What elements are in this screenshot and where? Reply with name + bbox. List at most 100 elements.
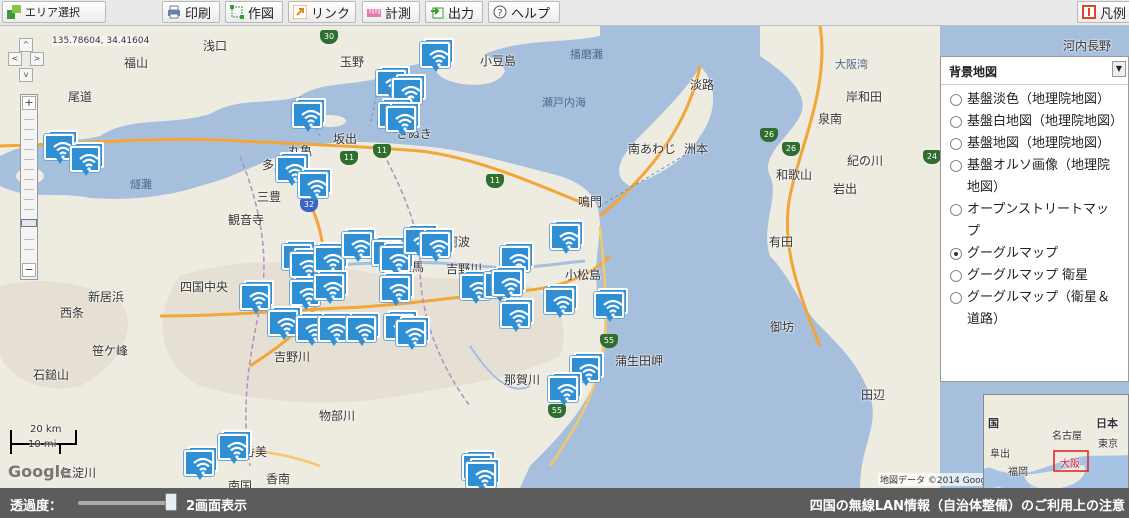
basemap-option-label: 基盤白地図（地理院地図） <box>967 114 1124 129</box>
basemap-option[interactable]: 基盤淡色（地理院地図） <box>945 89 1128 111</box>
radio-button[interactable] <box>950 138 962 150</box>
place-label: 物部川 <box>319 409 356 423</box>
place-label: 浅口 <box>203 39 228 53</box>
radio-button[interactable] <box>950 292 962 304</box>
route-shield: 24 <box>923 150 941 164</box>
wifi-marker[interactable] <box>396 316 430 350</box>
link-button[interactable]: リンク <box>288 1 356 23</box>
place-label: 笹ケ峰 <box>92 344 129 358</box>
pan-up-button[interactable]: ^ <box>19 38 33 52</box>
area-select-button[interactable]: エリア選択 <box>2 1 106 23</box>
wifi-marker[interactable] <box>346 312 380 346</box>
place-label: 鳴門 <box>578 195 603 209</box>
pan-left-button[interactable]: < <box>8 52 22 66</box>
google-logo: Google <box>8 462 71 481</box>
background-map-header[interactable]: 背景地図 ▼ <box>941 57 1128 85</box>
wifi-marker[interactable] <box>268 306 302 340</box>
basemap-option[interactable]: オープンストリートマップ <box>945 199 1120 243</box>
overview-minimap[interactable]: 日本 名古屋 東京 福岡 国 阜出 大阪 Google 利用規約 <box>983 394 1129 488</box>
wifi-marker[interactable] <box>386 102 420 136</box>
wifi-marker[interactable] <box>184 446 218 480</box>
wifi-marker[interactable] <box>276 152 310 186</box>
basemap-option-label: グーグルマップ 衛星 <box>967 268 1089 283</box>
radio-button[interactable] <box>950 160 962 172</box>
wifi-marker[interactable] <box>420 38 454 72</box>
place-label: 香南 <box>266 472 291 486</box>
zoom-tick <box>24 249 34 250</box>
minimap-label: 国 <box>988 417 999 430</box>
area-select-label: エリア選択 <box>25 6 80 19</box>
radio-button[interactable] <box>950 94 962 106</box>
zoom-handle[interactable] <box>21 219 37 227</box>
radio-button[interactable] <box>950 116 962 128</box>
basemap-option[interactable]: 基盤白地図（地理院地図） <box>945 111 1124 133</box>
basemap-option[interactable]: グーグルマップ（衛星＆道路） <box>945 287 1120 331</box>
wifi-marker[interactable] <box>594 288 628 322</box>
place-label: 観音寺 <box>228 213 265 227</box>
usage-notice-link[interactable]: 四国の無線LAN情報（自治体整備）のご利用上の注意 <box>809 499 1125 514</box>
basemap-option[interactable]: 基盤オルソ画像（地理院地図） <box>945 155 1120 199</box>
legend-button[interactable]: 凡例 <box>1077 1 1129 23</box>
help-button[interactable]: ? ヘルプ <box>488 1 560 23</box>
wifi-marker[interactable] <box>218 430 252 464</box>
map-canvas[interactable]: 浅口 玉野 福山 尾道 小豆島 播磨灘 淡路 大阪湾 泉南 岸和田 河内長野 瀬… <box>0 26 1129 488</box>
wifi-marker[interactable] <box>420 228 454 262</box>
wifi-marker[interactable] <box>240 280 274 314</box>
zoom-tick <box>24 129 34 130</box>
wifi-marker[interactable] <box>492 266 526 300</box>
basemap-option[interactable]: グーグルマップ <box>945 243 1128 265</box>
area-icon <box>7 5 21 19</box>
route-shield: 11 <box>340 151 358 165</box>
pan-right-button[interactable]: > <box>30 52 44 66</box>
split-view-toggle[interactable]: 2画面表示 <box>186 499 248 514</box>
measure-button[interactable]: 計測 <box>362 1 420 23</box>
collapse-icon[interactable]: ▼ <box>1112 61 1126 77</box>
minimap-label: 名古屋 <box>1052 431 1082 442</box>
help-icon: ? <box>493 5 507 19</box>
place-label: 那賀川 <box>504 373 541 387</box>
radio-button[interactable] <box>950 270 962 282</box>
legend-label: 凡例 <box>1100 6 1127 22</box>
zoom-slider[interactable]: + − <box>20 94 38 280</box>
zoom-out-button[interactable]: − <box>22 263 36 277</box>
place-label: 岸和田 <box>846 90 883 104</box>
place-label: 御坊 <box>770 320 795 334</box>
basemap-option[interactable]: 基盤地図（地理院地図） <box>945 133 1128 155</box>
svg-text:?: ? <box>497 8 502 19</box>
wifi-marker[interactable] <box>292 98 326 132</box>
pan-control: ^ < > v <box>8 38 44 88</box>
zoom-in-button[interactable]: + <box>22 96 36 110</box>
wifi-marker[interactable] <box>466 458 500 488</box>
toolbar: エリア選択 印刷 作図 リンク 計測 出力 ? ヘルプ 凡例 <box>0 0 1129 26</box>
draw-label: 作図 <box>248 6 275 22</box>
wifi-marker[interactable] <box>550 220 584 254</box>
wifi-marker[interactable] <box>548 372 582 406</box>
wifi-marker[interactable] <box>342 228 376 262</box>
wifi-marker[interactable] <box>500 298 534 332</box>
radio-button[interactable] <box>950 204 962 216</box>
radio-button-selected[interactable] <box>950 248 962 260</box>
place-label: 洲本 <box>684 142 709 156</box>
wifi-marker[interactable] <box>544 284 578 318</box>
place-label: 玉野 <box>340 55 365 69</box>
minimap-label: 大阪 <box>1060 459 1080 470</box>
wifi-marker[interactable] <box>318 312 352 346</box>
transparency-slider[interactable] <box>78 501 170 505</box>
print-label: 印刷 <box>185 6 212 22</box>
place-label: 小松島 <box>565 268 602 282</box>
wifi-marker[interactable] <box>70 142 104 176</box>
output-button[interactable]: 出力 <box>425 1 483 23</box>
wifi-marker[interactable] <box>314 270 348 304</box>
place-label: 河内長野 <box>1063 39 1112 53</box>
printer-icon <box>167 5 181 19</box>
transparency-slider-handle[interactable] <box>165 493 177 511</box>
print-button[interactable]: 印刷 <box>162 1 220 23</box>
wifi-marker[interactable] <box>380 272 414 306</box>
wifi-marker[interactable] <box>298 168 332 202</box>
basemap-option[interactable]: グーグルマップ 衛星 <box>945 265 1128 287</box>
draw-button[interactable]: 作図 <box>225 1 283 23</box>
pan-down-button[interactable]: v <box>19 68 33 82</box>
minimap-google-logo: Google <box>992 487 1043 488</box>
sea-label: 播磨灘 <box>570 48 603 61</box>
place-label: 蒲生田岬 <box>615 354 664 368</box>
